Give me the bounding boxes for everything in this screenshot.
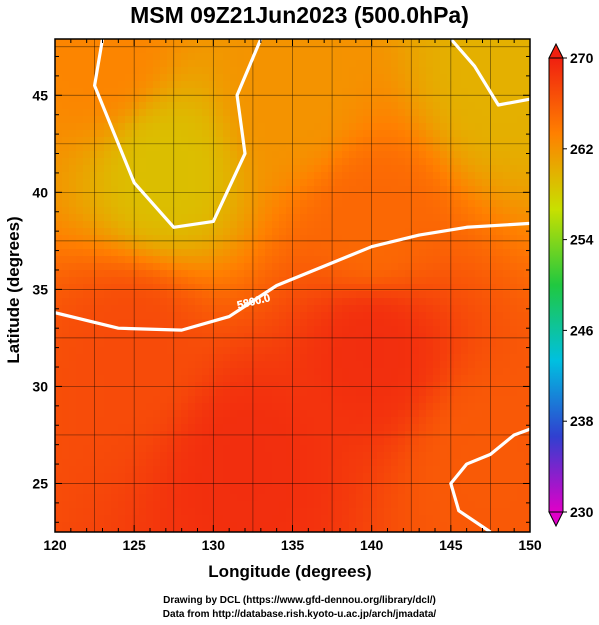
colorbar-tick-label: 230 <box>570 504 594 520</box>
chart-title: MSM 09Z21Jun2023 (500.0hPa) <box>130 2 469 28</box>
contour-line <box>92 39 263 229</box>
colorbar-tick-label: 238 <box>570 413 594 429</box>
x-tick-labels: 120 125 130 135 140 145 150 <box>43 537 542 553</box>
colorbar-min-arrow <box>548 511 564 528</box>
contour-line <box>55 221 530 332</box>
x-tick-label: 130 <box>202 537 226 553</box>
y-tick-label: 40 <box>32 184 48 200</box>
colorbar-tick-label: 246 <box>570 322 594 338</box>
y-tick-labels: 25 30 35 40 45 <box>32 87 48 491</box>
colorbar: 230 238 246 254 262 270 <box>548 42 594 528</box>
plot-frame <box>54 38 531 533</box>
colorbar-tick-label: 270 <box>570 50 594 66</box>
contour-line <box>449 427 530 532</box>
credit-data-source: Data from http://database.rish.kyoto-u.a… <box>162 609 437 620</box>
colorbar-tick-label: 254 <box>570 232 594 248</box>
x-tick-label: 125 <box>122 537 146 553</box>
x-axis-label: Longitude (degrees) <box>208 562 371 581</box>
colorbar-tick-label: 262 <box>570 141 594 157</box>
y-axis-label: Latitude (degrees) <box>4 216 23 363</box>
y-tick-label: 25 <box>32 475 48 491</box>
colorbar-max-arrow <box>548 42 564 59</box>
x-tick-label: 140 <box>360 537 384 553</box>
x-tick-label: 150 <box>518 537 542 553</box>
height-contours <box>55 39 530 532</box>
x-tick-label: 135 <box>281 537 305 553</box>
x-tick-label: 145 <box>439 537 463 553</box>
x-tick-label: 120 <box>43 537 67 553</box>
credit-drawing: Drawing by DCL (https://www.gfd-dennou.o… <box>163 595 436 606</box>
lat-lon-grid <box>54 39 531 532</box>
contour-line <box>449 39 530 107</box>
y-tick-label: 35 <box>32 281 48 297</box>
y-tick-label: 45 <box>32 87 48 103</box>
y-tick-label: 30 <box>32 378 48 394</box>
temperature-field <box>55 39 530 532</box>
